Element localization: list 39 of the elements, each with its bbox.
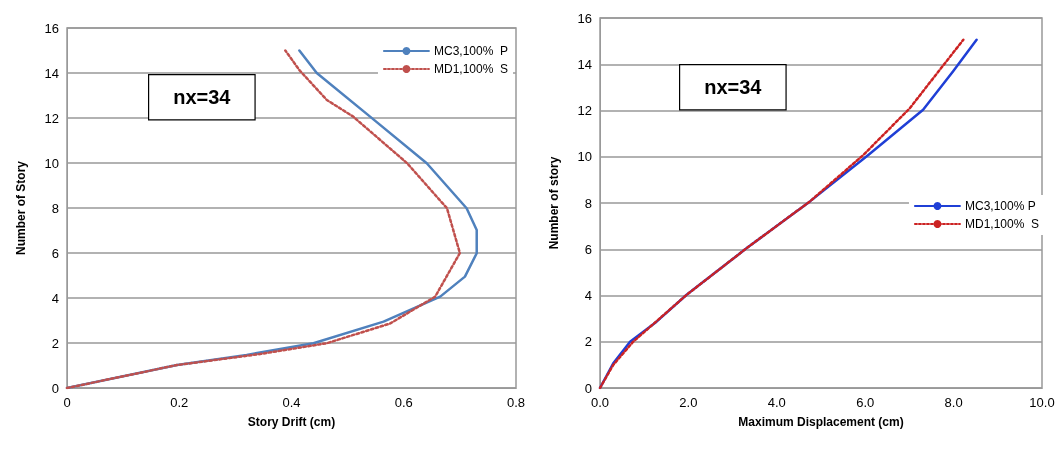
x-tick-label: 0.6 [394, 395, 413, 410]
y-tick-label: 14 [44, 65, 59, 81]
y-tick-label: 8 [584, 195, 592, 211]
y-tick-label: 14 [577, 56, 592, 72]
y-tick-label: 10 [577, 149, 592, 165]
legend-label: MC3,100% P [433, 44, 509, 58]
x-tick-label: 4.0 [767, 395, 786, 410]
x-tick-label: 0 [63, 395, 71, 410]
y-axis-title: Number of Story [14, 160, 28, 256]
x-tick-label: 8.0 [944, 395, 963, 410]
y-tick-label: 16 [577, 10, 592, 26]
y-tick-label: 4 [584, 288, 592, 303]
y-tick-label: 0 [51, 380, 59, 396]
x-axis-title: Maximum Displacement (cm) [738, 415, 904, 429]
legend-label: MD1,100% S [964, 217, 1040, 231]
x-tick-label: 6.0 [856, 395, 875, 410]
x-tick-label: 0.0 [590, 395, 610, 410]
x-tick-label: 0.4 [282, 395, 301, 410]
y-tick-label: 4 [51, 290, 59, 306]
y-tick-label: 16 [44, 20, 59, 36]
y-tick-label: 2 [584, 334, 592, 350]
y-tick-label: 12 [577, 103, 592, 118]
y-tick-label: 8 [51, 200, 59, 216]
x-tick-label: 0.2 [170, 395, 189, 410]
annotation: nx=34 [173, 86, 232, 109]
annotation: nx=34 [704, 76, 763, 99]
x-tick-label: 0.8 [506, 395, 526, 410]
y-tick-label: 10 [44, 155, 59, 171]
x-tick-label: 2.0 [679, 395, 698, 410]
x-tick-label: 10.0 [1029, 395, 1055, 410]
legend-label: MC3,100% P [964, 199, 1036, 213]
y-tick-label: 2 [51, 335, 59, 351]
y-axis-title: Number of story [547, 156, 561, 250]
y-tick-label: 6 [51, 245, 59, 261]
legend-label: MD1,100% S [433, 62, 509, 76]
y-tick-label: 12 [44, 110, 59, 126]
x-axis-title: Story Drift (cm) [247, 415, 336, 429]
y-tick-label: 6 [584, 241, 592, 257]
y-tick-label: 0 [584, 380, 592, 396]
